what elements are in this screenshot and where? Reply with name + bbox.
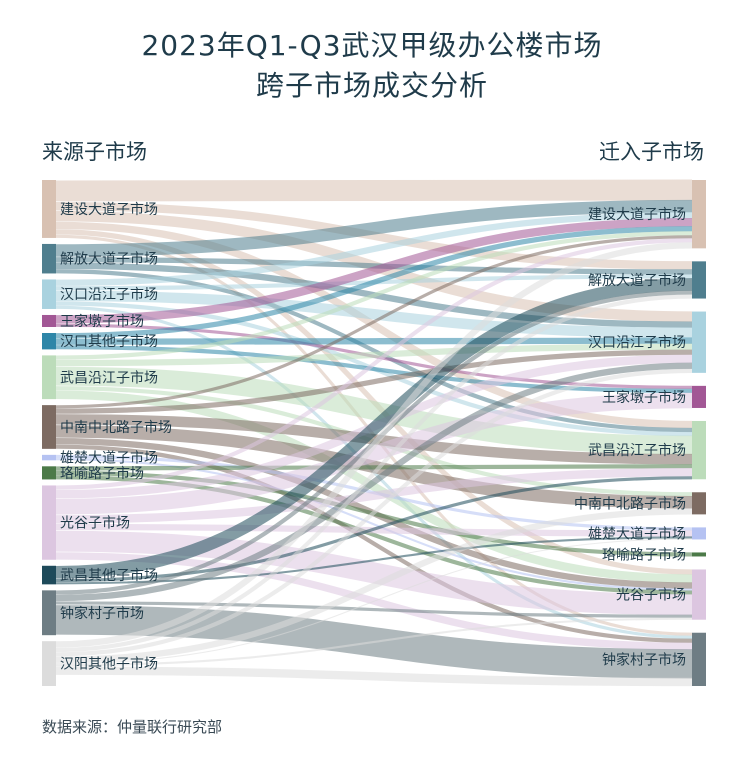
source-node-label: 钟家村子市场 — [60, 605, 144, 622]
title-line-2: 跨子市场成交分析 — [255, 69, 488, 102]
target-node-label: 解放大道子市场 — [588, 272, 686, 289]
sankey-link — [55, 242, 693, 648]
source-node-bar — [42, 314, 56, 327]
target-node-label: 光谷子市场 — [616, 587, 686, 604]
target-node-bar — [692, 527, 706, 540]
sankey-labels: 建设大道子市场解放大道子市场汉口沿江子市场王家墩子市场汉口其他子市场武昌沿江子市… — [60, 201, 686, 673]
source-node-bar — [42, 332, 56, 350]
target-node-label: 中南中北路子市场 — [574, 495, 686, 512]
sankey-link — [55, 199, 693, 257]
sankey-link — [55, 226, 693, 339]
source-node-label: 雄楚大道子市场 — [60, 450, 158, 467]
source-node-label: 中南中北路子市场 — [60, 419, 172, 436]
sankey-link — [55, 257, 693, 275]
sankey-link — [55, 231, 693, 360]
sankey-links — [55, 179, 693, 687]
target-column-header: 迁入子市场 — [599, 140, 704, 164]
target-node-bar — [692, 180, 706, 249]
sankey-link — [55, 290, 693, 338]
source-node-bar — [42, 243, 56, 274]
sankey-link — [55, 444, 693, 643]
source-node-bar — [42, 466, 56, 480]
target-node-bar — [692, 569, 706, 620]
source-node-bar — [42, 355, 56, 400]
target-node-bar — [692, 420, 706, 480]
sankey-link — [55, 414, 693, 465]
sankey-link — [55, 235, 693, 409]
sankey-link — [55, 337, 693, 345]
target-node-label: 建设大道子市场 — [588, 206, 686, 223]
sankey-nodes — [42, 180, 706, 686]
source-node-bar — [42, 565, 56, 585]
source-node-label: 武昌其他子市场 — [60, 567, 158, 584]
source-node-bar — [42, 454, 56, 461]
chart-title: 2023年Q1-Q3武汉甲级办公楼市场 跨子市场成交分析 — [0, 26, 744, 106]
source-column-header: 来源子市场 — [42, 140, 147, 164]
sankey-link — [55, 278, 693, 579]
source-node-bar — [42, 485, 56, 560]
source-node-label: 武昌沿江子市场 — [60, 369, 158, 386]
sankey-link — [55, 536, 693, 585]
target-node-label: 珞喻路子市场 — [602, 546, 686, 563]
sankey-link — [55, 666, 693, 687]
sankey-link — [55, 464, 693, 471]
sankey-link — [55, 468, 693, 524]
sankey-link — [55, 366, 693, 455]
target-node-bar — [692, 261, 706, 299]
source-node-bar — [42, 641, 56, 686]
sankey-link — [55, 202, 693, 270]
source-node-label: 建设大道子市场 — [60, 201, 158, 218]
sankey-link — [55, 294, 693, 653]
source-node-bar — [42, 405, 56, 449]
target-node-bar — [692, 492, 706, 515]
target-node-label: 雄楚大道子市场 — [588, 525, 686, 542]
source-node-bar — [42, 590, 56, 636]
source-node-bar — [42, 180, 56, 238]
target-node-bar — [692, 385, 706, 408]
target-node-bar — [692, 311, 706, 373]
target-node-label: 武昌沿江子市场 — [588, 442, 686, 459]
sankey-link — [55, 343, 693, 367]
target-node-label: 王家墩子市场 — [602, 389, 686, 406]
source-node-label: 汉口其他子市场 — [60, 333, 158, 350]
source-node-label: 汉阳其他子市场 — [60, 656, 158, 673]
source-node-label: 王家墩子市场 — [60, 313, 144, 330]
source-node-label: 汉口沿江子市场 — [60, 286, 158, 303]
target-node-bar — [692, 552, 706, 557]
sankey-link — [55, 218, 693, 324]
source-node-label: 珞喻路子市场 — [60, 465, 144, 482]
sankey-link — [55, 349, 693, 414]
sankey-link — [55, 212, 693, 286]
sankey-link — [55, 362, 693, 602]
sankey-link — [55, 508, 693, 663]
sankey-link — [55, 601, 693, 618]
sankey-link — [55, 368, 693, 657]
source-node-label: 解放大道子市场 — [60, 251, 158, 268]
sankey-link — [55, 179, 693, 202]
source-node-bar — [42, 279, 56, 309]
target-node-label: 汉口沿江子市场 — [588, 334, 686, 351]
title-line-1: 2023年Q1-Q3武汉甲级办公楼市场 — [141, 29, 603, 62]
target-node-label: 钟家村子市场 — [602, 651, 686, 668]
sankey-link — [55, 390, 693, 583]
target-node-bar — [692, 632, 706, 686]
sankey-link — [55, 530, 693, 616]
sankey-link — [55, 617, 693, 667]
source-note: 数据来源：仲量联行研究部 — [42, 718, 223, 736]
sankey-link — [55, 538, 693, 665]
source-node-label: 光谷子市场 — [60, 515, 130, 532]
sankey-link — [55, 392, 693, 515]
sankey-link — [55, 238, 693, 490]
